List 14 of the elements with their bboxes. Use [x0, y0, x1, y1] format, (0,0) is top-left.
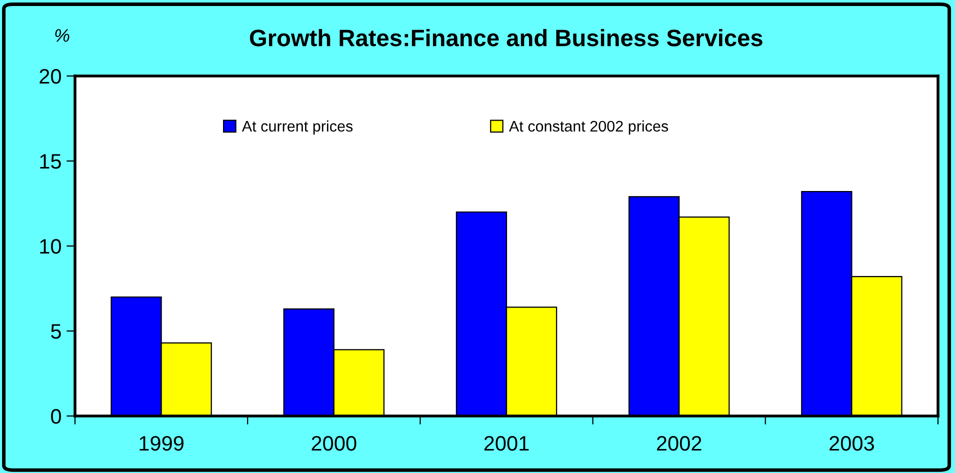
x-tick-label: 2001	[484, 436, 529, 451]
x-tick-label: 2002	[656, 436, 702, 451]
y-tick-label: 15	[40, 154, 61, 169]
y-tick-label: 5	[51, 324, 61, 339]
x-tick-label: 2000	[312, 436, 356, 451]
y-tick-label: 10	[40, 239, 61, 254]
legend-label: At constant 2002 prices	[508, 120, 668, 135]
chart-title: Growth Rates:Finance and Business Services	[250, 28, 762, 46]
y-tick-label: 0	[51, 409, 61, 424]
x-tick-label: 1999	[140, 436, 184, 451]
x-tick-label: 2003	[830, 436, 874, 451]
legend-label: At current prices	[242, 120, 353, 135]
y-tick-label: 20	[40, 69, 61, 84]
y-axis-title: %	[55, 29, 70, 42]
